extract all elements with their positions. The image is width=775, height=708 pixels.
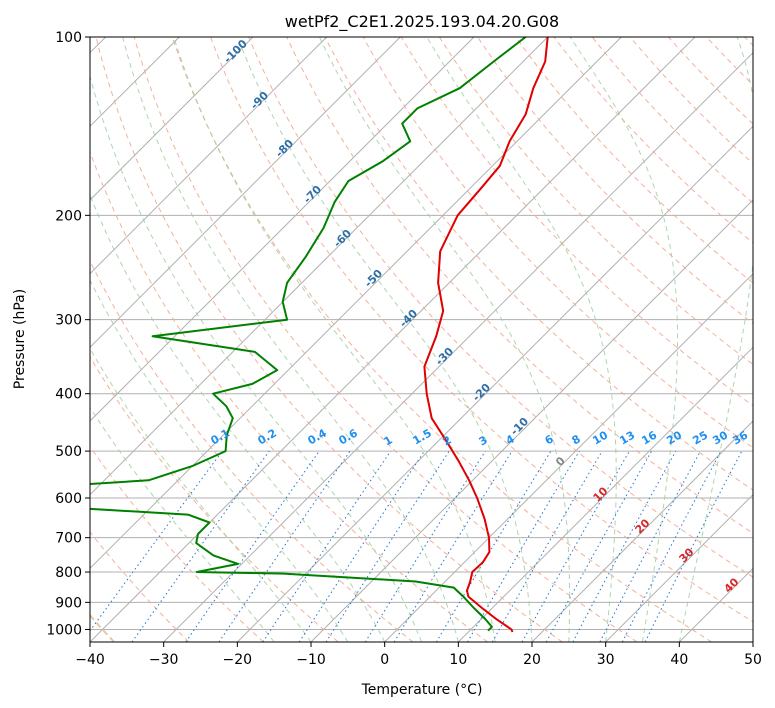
dry-adiabat-line	[248, 37, 753, 578]
x-tick-label: 40	[670, 652, 688, 668]
x-axis: −40 −30 −20 −10 0 10 20 30 40 50	[75, 642, 762, 668]
plot-background	[90, 37, 753, 642]
profile-series	[90, 37, 549, 633]
moist-adiabat-line	[318, 37, 571, 642]
moist-adiabat-line	[90, 194, 386, 642]
x-tick-label: 30	[597, 652, 615, 668]
x-axis-label: Temperature (°C)	[361, 682, 483, 698]
mixing-ratio-line	[545, 450, 653, 642]
isotherm-line	[605, 493, 753, 642]
y-tick-label: 900	[55, 595, 82, 611]
isotherm-line	[90, 37, 696, 642]
moist-adiabat-line	[122, 37, 459, 642]
mixing-ratio-line	[491, 450, 603, 642]
moist-adiabat-line	[90, 347, 312, 642]
x-tick-label: −10	[296, 652, 326, 668]
dry-adiabat-line	[362, 37, 753, 449]
plot-frame	[89, 36, 754, 643]
x-tick-label: 20	[523, 652, 541, 668]
x-tick-label: 10	[449, 652, 467, 668]
y-tick-label: 800	[55, 565, 82, 581]
dry-adiabat-line	[90, 259, 414, 642]
dewpoint-profile-line	[90, 37, 527, 632]
moist-adiabat-line	[90, 406, 275, 642]
isotherm-line	[90, 37, 622, 570]
x-tick-label: 0	[380, 652, 389, 668]
dry-adiabat-line	[400, 37, 753, 407]
mixing-ratio-line	[393, 450, 513, 642]
x-tick-label: −40	[75, 652, 105, 668]
isotherm-line	[752, 641, 753, 642]
isotherm-line	[90, 37, 254, 201]
moist-adiabat-line	[426, 37, 617, 642]
y-tick-label: 100	[55, 30, 82, 46]
y-tick-label: 1000	[46, 622, 82, 638]
isotherm-line	[384, 272, 753, 642]
y-tick-label: 400	[55, 387, 82, 403]
temperature-profile-line	[423, 37, 549, 633]
mixing-ratio-line	[325, 450, 450, 642]
y-tick-label: 200	[55, 208, 82, 224]
isotherm-line	[90, 37, 328, 275]
dry-adiabat-line	[95, 37, 563, 642]
mixing-ratio-line	[298, 450, 425, 642]
dry-adiabat-line	[324, 37, 753, 491]
background-lines	[90, 37, 753, 642]
mixing-ratio-line	[90, 450, 223, 632]
mixing-ratio-line	[185, 450, 320, 642]
y-axis: 100 200 300 400 500 600 700 800 900 1000	[46, 30, 90, 638]
y-tick-label: 500	[55, 444, 82, 460]
y-tick-label: 300	[55, 313, 82, 329]
x-tick-label: −30	[149, 652, 179, 668]
x-tick-label: −20	[223, 652, 253, 668]
isotherm-line	[531, 420, 753, 642]
dry-adiabat-line	[133, 37, 638, 642]
isotherm-line	[90, 37, 549, 496]
moist-adiabat-line	[569, 37, 678, 642]
y-tick-label: 600	[55, 491, 82, 507]
isotherm-line	[457, 346, 753, 642]
y-tick-label: 700	[55, 531, 82, 547]
dry-adiabat-line	[90, 531, 190, 642]
mixing-ratio-line	[364, 450, 486, 642]
chart-title: wetPf2_C2E1.2025.193.04.20.G08	[285, 12, 559, 32]
mixing-ratio-line	[435, 450, 552, 642]
moist-adiabat-line	[678, 37, 753, 642]
isotherm-line	[90, 37, 401, 349]
x-tick-label: 50	[744, 652, 762, 668]
mixing-ratio-line	[572, 450, 677, 642]
isotherm-line	[236, 125, 753, 642]
dry-adiabat-line	[286, 37, 753, 534]
moist-adiabat-line	[173, 37, 496, 642]
mixing-ratio-line	[521, 450, 630, 642]
dry-adiabat-line	[438, 37, 753, 365]
moist-adiabat-line	[90, 74, 422, 642]
dry-adiabat-line	[210, 37, 753, 623]
isotherm-line	[163, 51, 753, 642]
y-axis-label: Pressure (hPa)	[12, 289, 28, 389]
